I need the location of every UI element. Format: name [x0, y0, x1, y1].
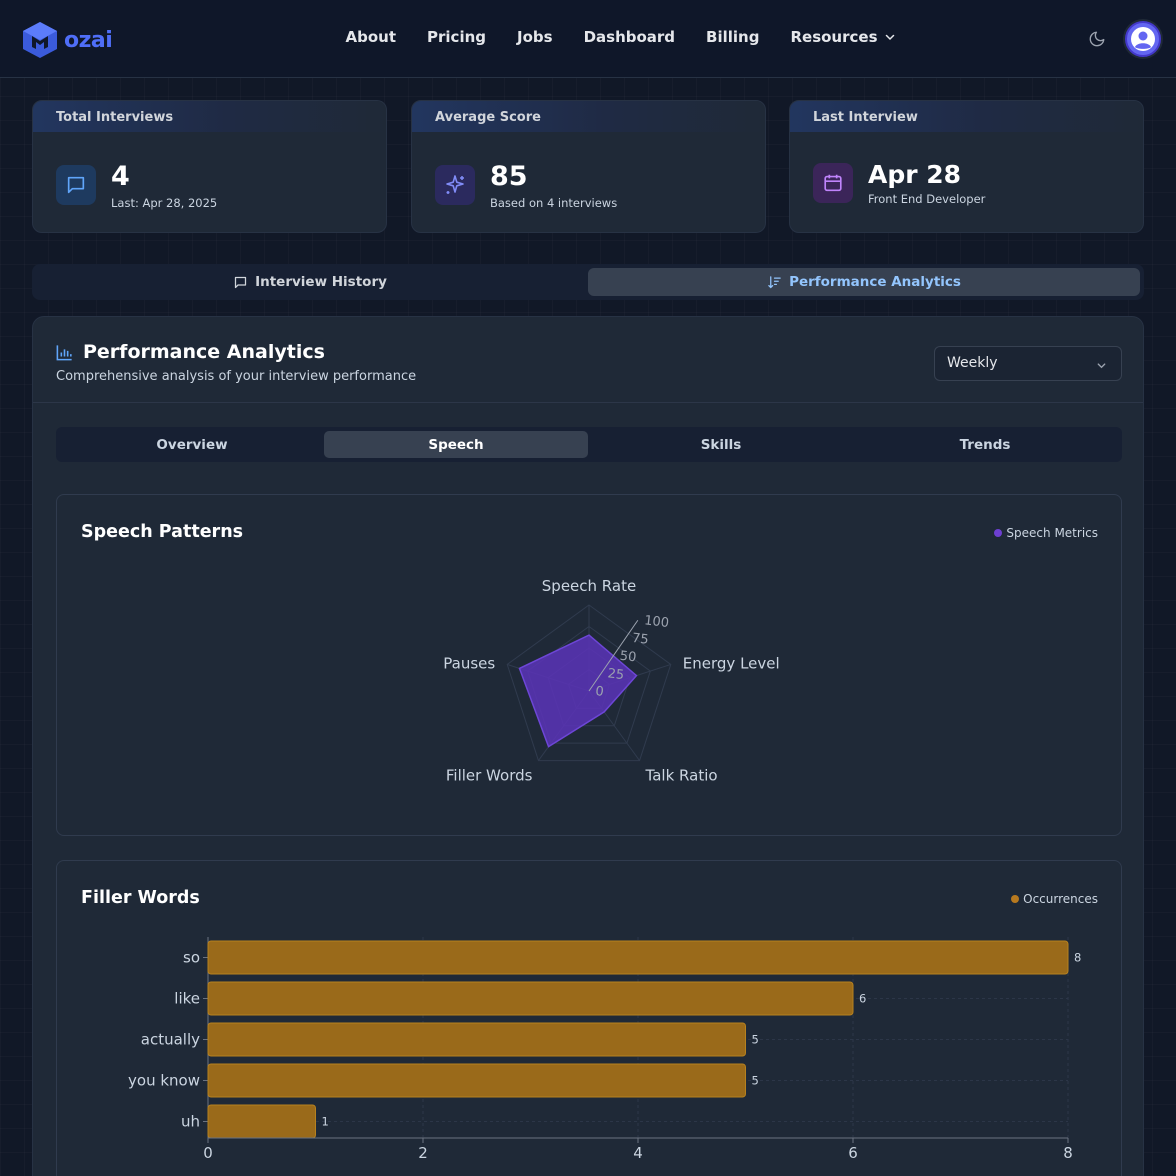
panel-title: Performance Analytics: [55, 341, 325, 363]
stat-subtext: Last: Apr 28, 2025: [111, 196, 218, 210]
bar: [207, 1063, 746, 1098]
bar-data-label: 5: [752, 1074, 759, 1088]
tab-label: Performance Analytics: [789, 274, 961, 290]
radar-category-label: Filler Words: [446, 767, 533, 785]
radar-grid-ring: [506, 604, 672, 762]
y-tick-label: uh: [181, 1113, 200, 1131]
stat-subtext: Front End Developer: [868, 192, 986, 206]
panel-subtitle: Comprehensive analysis of your interview…: [56, 369, 417, 384]
radar-category-label: Pauses: [443, 654, 495, 672]
chart-title: Speech Patterns: [81, 522, 244, 542]
nav-dashboard[interactable]: Dashboard: [583, 28, 676, 46]
filler-words-card: Filler Words Occurrences so 8 like 6 actuall…: [56, 860, 1122, 1176]
divider: [33, 402, 1143, 403]
chart-legend: Occurrences: [1011, 892, 1098, 906]
stat-card-title: Average Score: [412, 101, 765, 132]
chart-legend: Speech Metrics: [994, 526, 1098, 540]
y-tick-label: like: [174, 990, 200, 1008]
legend-swatch: [994, 529, 1003, 537]
nav-billing[interactable]: Billing: [706, 28, 760, 46]
tab-trends[interactable]: Trends: [959, 436, 1011, 453]
filler-words-bar-chart: so 8 like 6 actually 5 you know 5 uh 1 0 2 4 6 8: [128, 937, 1081, 1162]
bar: [207, 1104, 316, 1139]
message-square-icon: [234, 276, 247, 288]
tab-interview-history[interactable]: Interview History: [36, 268, 584, 296]
radar-tick-label: 0: [595, 684, 605, 700]
main-tabs: Interview History Performance Analytics: [32, 264, 1144, 300]
logo[interactable]: ozai: [20, 20, 113, 60]
user-icon: [1131, 27, 1155, 51]
bar-data-label: 6: [859, 992, 866, 1006]
bar-data-label: 8: [1074, 951, 1081, 965]
nav-pricing[interactable]: Pricing: [427, 28, 486, 46]
radar-category-label: Speech Rate: [542, 577, 636, 595]
performance-analytics-panel: Performance Analytics Comprehensive anal…: [32, 316, 1144, 1176]
sparkles-icon: [435, 165, 475, 205]
speech-patterns-card: Speech Patterns Speech Metrics 0 25 50 75 10…: [56, 494, 1122, 836]
top-navbar: ozai About Pricing Jobs Dashboard Billin…: [0, 0, 1176, 78]
x-tick-label: 0: [203, 1144, 213, 1162]
stat-value: 85: [490, 161, 528, 192]
x-tick-label: 6: [848, 1144, 858, 1162]
analytics-sub-tabs: Overview Speech Skills Trends: [56, 427, 1122, 462]
chevron-down-icon: [885, 34, 894, 41]
bar: [207, 981, 854, 1016]
stat-card-total-interviews: Total Interviews 4 Last: Apr 28, 2025: [32, 100, 387, 233]
stat-subtext: Based on 4 interviews: [490, 196, 618, 210]
tab-overview[interactable]: Overview: [156, 436, 228, 453]
logo-text: ozai: [64, 27, 113, 53]
radar-category-label: Talk Ratio: [645, 767, 718, 785]
period-select-value: Weekly: [947, 355, 998, 371]
bar-data-label: 5: [752, 1033, 759, 1047]
tab-speech[interactable]: Speech: [324, 431, 588, 458]
bar-data-label: 1: [322, 1115, 329, 1129]
stat-value: Apr 28: [868, 160, 962, 189]
stat-card-average-score: Average Score 85 Based on 4 interviews: [411, 100, 766, 233]
radar-series-polygon: [518, 634, 638, 748]
nav-resources-label: Resources: [790, 28, 878, 46]
period-select[interactable]: Weekly: [934, 346, 1122, 381]
tab-skills[interactable]: Skills: [700, 436, 742, 453]
bar-chart-icon: [56, 344, 72, 360]
legend-swatch: [1011, 895, 1020, 903]
radar-category-label: Energy Level: [683, 654, 780, 672]
stat-card-last-interview: Last Interview Apr 28 Front End Develope…: [789, 100, 1144, 233]
x-tick-label: 4: [633, 1144, 643, 1162]
chevron-down-icon: [1097, 363, 1106, 369]
x-tick-label: 8: [1063, 1144, 1073, 1162]
radar-tick-label: 75: [631, 631, 649, 648]
nav-jobs[interactable]: Jobs: [517, 28, 553, 46]
stat-card-title: Last Interview: [790, 101, 1143, 132]
nav-about[interactable]: About: [345, 28, 397, 46]
logo-icon: [23, 22, 57, 58]
radar-radial-axis: [588, 619, 639, 692]
x-tick-label: 2: [418, 1144, 428, 1162]
legend-label: Speech Metrics: [1006, 526, 1098, 540]
moon-icon: [1089, 31, 1105, 47]
user-avatar-button[interactable]: [1125, 21, 1161, 57]
tab-label: Interview History: [255, 274, 387, 290]
main-nav: About Pricing Jobs Dashboard Billing Res…: [330, 28, 911, 46]
calendar-icon: [813, 163, 853, 203]
radar-tick-label: 50: [619, 649, 637, 666]
radar-tick-label: 100: [643, 613, 669, 631]
y-tick-label: so: [183, 949, 200, 967]
y-tick-label: you know: [128, 1072, 200, 1090]
panel-title-text: Performance Analytics: [83, 341, 325, 363]
stat-card-title: Total Interviews: [33, 101, 386, 132]
radar-tick-label: 25: [607, 666, 625, 683]
y-tick-label: actually: [141, 1031, 200, 1049]
chart-title: Filler Words: [81, 888, 200, 908]
legend-label: Occurrences: [1023, 892, 1098, 906]
bar: [207, 1022, 746, 1057]
theme-toggle-button[interactable]: [1088, 30, 1106, 52]
tab-performance-analytics[interactable]: Performance Analytics: [588, 268, 1140, 296]
stat-value: 4: [111, 161, 130, 192]
sort-descending-icon: [768, 275, 781, 288]
nav-resources[interactable]: Resources: [790, 28, 895, 46]
message-square-icon: [56, 165, 96, 205]
bar: [207, 940, 1069, 975]
